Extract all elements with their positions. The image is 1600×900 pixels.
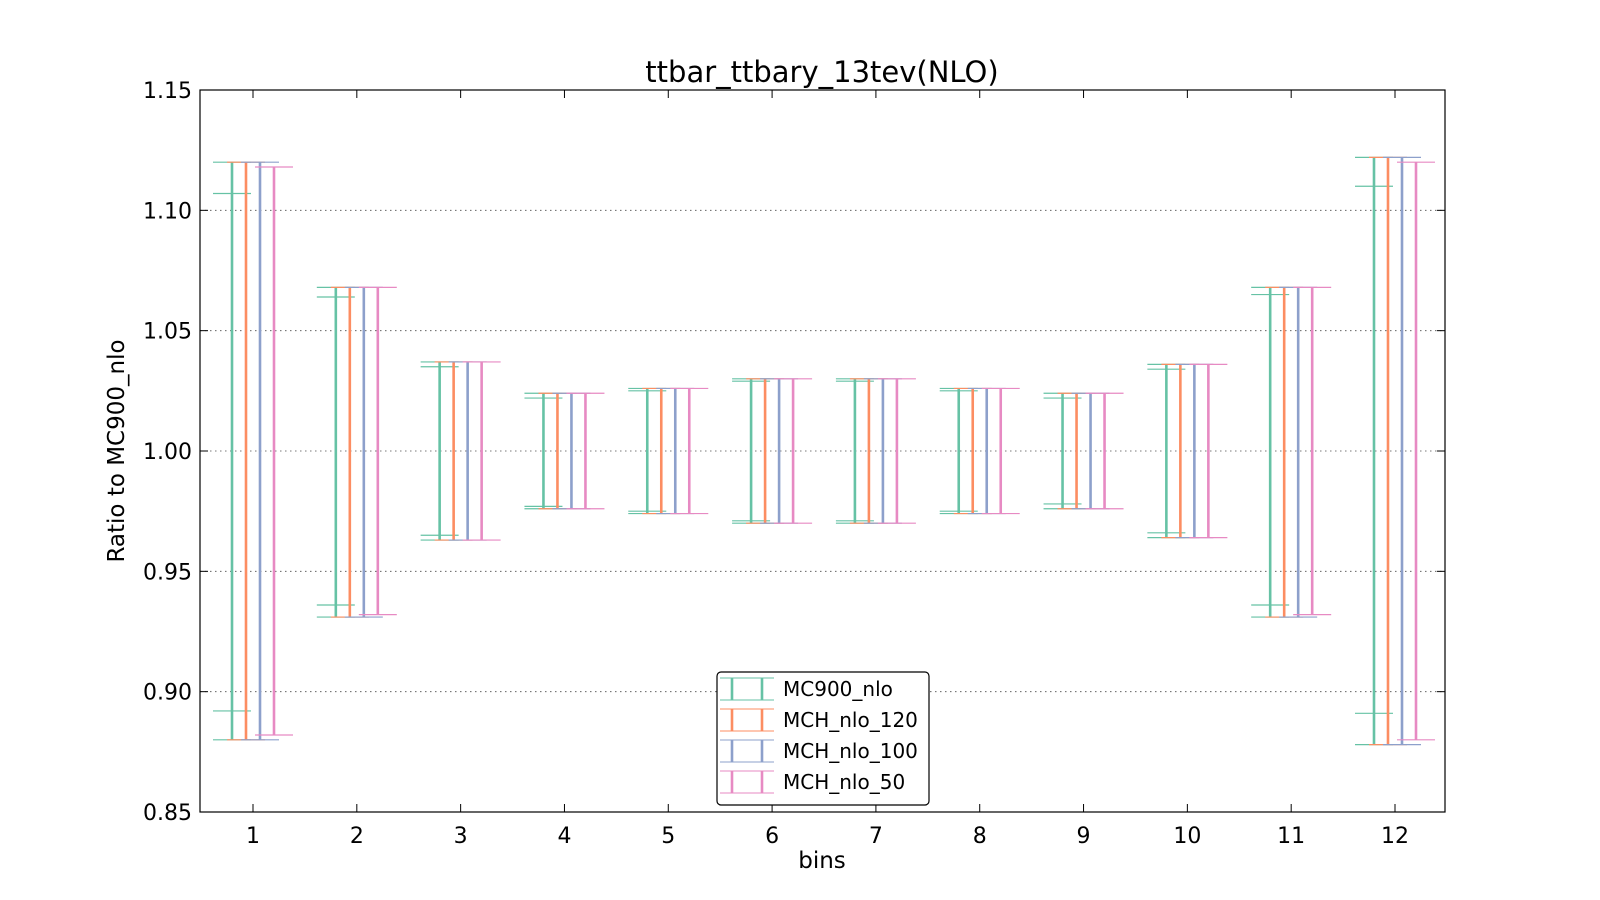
legend-entry-MCH_nlo_50: MCH_nlo_50 xyxy=(720,770,905,794)
y-tick-label: 0.90 xyxy=(143,681,192,706)
y-tick-label: 0.85 xyxy=(143,801,192,826)
x-tick-label: 11 xyxy=(1277,824,1305,849)
legend-label: MCH_nlo_100 xyxy=(783,739,918,763)
y-tick-label: 1.05 xyxy=(143,320,192,345)
legend-label: MC900_nlo xyxy=(783,677,893,701)
y-axis-label: Ratio to MC900_nlo xyxy=(104,339,130,562)
y-tick-label: 1.00 xyxy=(143,440,192,465)
x-tick-label: 10 xyxy=(1173,824,1201,849)
x-tick-label: 4 xyxy=(557,824,571,849)
x-tick-label: 3 xyxy=(454,824,468,849)
error-bars xyxy=(213,156,1435,746)
legend-entry-MCH_nlo_120: MCH_nlo_120 xyxy=(720,708,918,732)
legend-label: MCH_nlo_50 xyxy=(783,770,905,794)
x-tick-label: 9 xyxy=(1077,824,1091,849)
x-tick-label: 1 xyxy=(246,824,260,849)
series-MCH_nlo_50-bars xyxy=(255,161,1435,741)
y-tick-label: 1.10 xyxy=(143,199,192,224)
axis-ticks: 0.850.900.951.001.051.101.151 2 3 4 5 6 7 8 9 10 1… xyxy=(143,79,1445,849)
series-MC900_nlo-bars xyxy=(213,156,1393,746)
legend-entry-MCH_nlo_100: MCH_nlo_100 xyxy=(720,739,918,763)
x-tick-label: 2 xyxy=(350,824,364,849)
x-tick-label: 5 xyxy=(661,824,675,849)
x-tick-label: 8 xyxy=(973,824,987,849)
y-tick-label: 1.15 xyxy=(143,79,192,104)
y-tick-label: 0.95 xyxy=(143,560,192,585)
x-tick-label: 12 xyxy=(1381,824,1409,849)
legend: MC900_nlo MCH_nlo_120 MCH_nlo_100 MCH_nlo_5… xyxy=(716,671,930,806)
legend-label: MCH_nlo_120 xyxy=(783,708,918,732)
chart-title: ttbar_ttbary_13tev(NLO) xyxy=(645,55,998,89)
legend-box xyxy=(716,671,930,806)
x-axis-label: bins xyxy=(798,848,846,874)
x-tick-label: 6 xyxy=(765,824,779,849)
x-tick-label: 7 xyxy=(869,824,883,849)
legend-entry-MC900_nlo: MC900_nlo xyxy=(720,677,893,701)
